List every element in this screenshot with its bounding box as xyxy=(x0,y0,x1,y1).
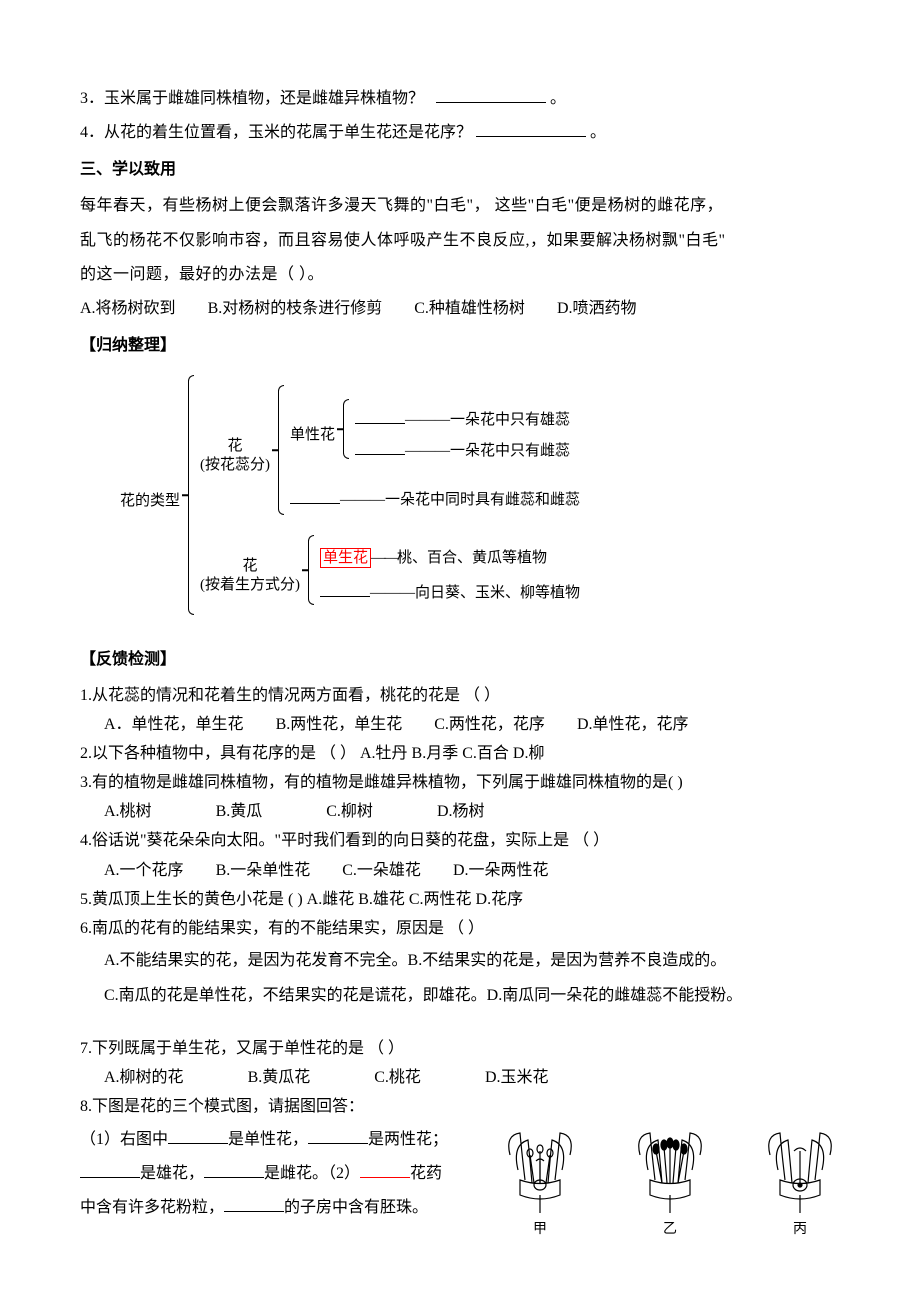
flower-bing-label: 丙 xyxy=(750,1217,850,1244)
q1-a[interactable]: A．单性花，单生花 xyxy=(104,711,244,738)
tree-root-label: 花的类型 xyxy=(120,487,184,516)
feedback-q1-opts: A．单性花，单生花 B.两性花，单生花 C.两性花，花序 D.单性花，花序 xyxy=(80,711,840,738)
q8-line3: 中含有许多花粉粒，的子房中含有胚珠。 xyxy=(80,1193,520,1223)
group2-sub-b: (按着生方式分) xyxy=(200,576,300,596)
q1-c[interactable]: C.两性花，花序 xyxy=(434,711,545,738)
section-3-heading: 三、学以致用 xyxy=(80,155,840,185)
q8-blank-6[interactable] xyxy=(224,1195,284,1212)
summary-heading: 【归纳整理】 xyxy=(80,331,840,361)
unisexual-leaf-1: ———一朵花中只有雄蕊 xyxy=(355,405,570,436)
q8-line1: （1）右图中是单性花，是两性花； xyxy=(80,1125,520,1155)
q7-d[interactable]: D.玉米花 xyxy=(485,1064,549,1091)
section-3-options: A.将杨树砍到 B.对杨树的枝条进行修剪 C.种植雄性杨树 D.喷洒药物 xyxy=(80,294,840,324)
s3-opt-b[interactable]: B.对杨树的枝条进行修剪 xyxy=(208,294,383,324)
question-3: 3．玉米属于雌雄同株植物，还是雌雄异株植物？ 。 xyxy=(80,84,840,114)
group-by-stamen: 花 (按花蕊分) xyxy=(200,437,274,476)
solitary-label: 单生花 xyxy=(320,548,371,568)
flower-yi: 乙 xyxy=(620,1125,720,1244)
q3-c[interactable]: C.柳树 xyxy=(326,798,373,825)
section-3-p2: 乱飞的杨花不仅影响市容，而且容易使人体呼吸产生不良反应,，如果要解决杨树飘"白毛… xyxy=(80,226,840,256)
feedback-heading: 【反馈检测】 xyxy=(80,645,840,675)
inflorescence-leaf: ———向日葵、玉米、柳等植物 xyxy=(320,578,580,609)
worksheet-page: 3．玉米属于雌雄同株植物，还是雌雄异株植物？ 。 4．从花的着生位置看，玉米的花… xyxy=(0,0,920,1268)
section-3-p1: 每年春天，有些杨树上便会飘落许多漫天飞舞的"白毛"， 这些"白毛"便是杨树的雌花… xyxy=(80,191,840,221)
q8-blank-5[interactable] xyxy=(360,1161,410,1178)
s3-opt-c[interactable]: C.种植雄性杨树 xyxy=(414,294,525,324)
leaf1-blank[interactable] xyxy=(355,411,405,424)
feedback-q4-opts: A.一个花序 B.一朵单性花 C.一朵雄花 D.一朵两性花 xyxy=(80,857,840,884)
q8-blank-4[interactable] xyxy=(204,1161,264,1178)
leaf2-blank[interactable] xyxy=(355,442,405,455)
q8-line2: 是雄花，是雌花。（2）花药 xyxy=(80,1159,520,1189)
flower-yi-svg xyxy=(620,1125,720,1215)
q3-a[interactable]: A.桃树 xyxy=(104,798,152,825)
section-3-p3: 的这一问题，最好的办法是（ ）。 xyxy=(80,260,840,290)
unisexual-leaf-2: ———一朵花中只有雌蕊 xyxy=(355,436,570,467)
q8-blank-1[interactable] xyxy=(168,1127,228,1144)
feedback-q6a: A.不能结果实的花，是因为花发育不完全。B.不结果实的花是，是因为营养不良造成的… xyxy=(80,946,840,976)
feedback-q3: 3.有的植物是雌雄同株植物，有的植物是雌雄异株植物，下列属于雌雄同株植物的是( … xyxy=(80,769,840,796)
feedback-q7-opts: A.柳树的花 B.黄瓜花 C.桃花 D.玉米花 xyxy=(80,1064,840,1091)
q4-b[interactable]: B.一朵单性花 xyxy=(216,857,311,884)
q4-c[interactable]: C.一朵雄花 xyxy=(342,857,421,884)
s3-opt-d[interactable]: D.喷洒药物 xyxy=(557,294,637,324)
question-4: 4．从花的着生位置看，玉米的花属于单生花还是花序？ 。 xyxy=(80,118,840,148)
q7-c[interactable]: C.桃花 xyxy=(374,1064,421,1091)
q1-d[interactable]: D.单性花，花序 xyxy=(577,711,689,738)
group1-sub-a: (按花蕊分) xyxy=(200,456,270,476)
flower-jia: 甲 xyxy=(490,1125,590,1244)
q4-tail: 。 xyxy=(590,124,606,141)
q3-text: 3．玉米属于雌雄同株植物，还是雌雄异株植物？ xyxy=(80,90,424,107)
q4-a[interactable]: A.一个花序 xyxy=(104,857,184,884)
q3-blank[interactable] xyxy=(436,86,546,103)
q8-wrap: （1）右图中是单性花，是两性花； 是雄花，是雌花。（2）花药 中含有许多花粉粒，… xyxy=(80,1125,840,1224)
feedback-q3-opts: A.桃树 B.黄瓜 C.柳树 D.杨树 xyxy=(80,798,840,825)
q3-d[interactable]: D.杨树 xyxy=(437,798,485,825)
flower-bing-svg xyxy=(750,1125,850,1215)
flower-bing: 丙 xyxy=(750,1125,850,1244)
q4-text: 4．从花的着生位置看，玉米的花属于单生花还是花序？ xyxy=(80,124,472,141)
feedback-q7: 7.下列既属于单生花，又属于单性花的是 （ ） xyxy=(80,1035,840,1062)
group1-top: 花 xyxy=(200,437,270,457)
feedback-q1: 1.从花蕊的情况和花着生的情况两方面看，桃花的花是 （ ） xyxy=(80,682,840,709)
s3-opt-a[interactable]: A.将杨树砍到 xyxy=(80,294,176,324)
leaf3-blank[interactable] xyxy=(290,491,340,504)
flower-type-tree: 花的类型 花 (按花蕊分) xyxy=(120,375,840,627)
flower-figure: 甲 xyxy=(490,1125,850,1244)
solitary-leaf: 单生花——桃、百合、黄瓜等植物 xyxy=(320,543,580,574)
feedback-q2: 2.以下各种植物中，具有花序的是 （ ） A.牡丹 B.月季 C.百合 D.柳 xyxy=(80,740,840,767)
feedback-q5: 5.黄瓜顶上生长的黄色小花是 ( ) A.雌花 B.雄花 C.两性花 D.花序 xyxy=(80,886,840,913)
feedback-q4: 4.俗话说"葵花朵朵向太阳。"平时我们看到的向日葵的花盘，实际上是 （ ） xyxy=(80,827,840,854)
feedback-q6: 6.南瓜的花有的能结果实，有的不能结果实，原因是 （ ） xyxy=(80,915,840,942)
q4-blank[interactable] xyxy=(476,120,586,137)
group2-top: 花 xyxy=(200,557,300,577)
q8-blank-3[interactable] xyxy=(80,1161,140,1178)
unisexual-label: 单性花 xyxy=(290,421,339,450)
flower-jia-label: 甲 xyxy=(490,1217,590,1244)
q8-blank-2[interactable] xyxy=(308,1127,368,1144)
q1-b[interactable]: B.两性花，单生花 xyxy=(276,711,403,738)
bisexual-leaf: ———一朵花中同时具有雌蕊和雌蕊 xyxy=(290,485,580,516)
leaf5-blank[interactable] xyxy=(320,584,370,597)
q3-b[interactable]: B.黄瓜 xyxy=(216,798,263,825)
q7-b[interactable]: B.黄瓜花 xyxy=(248,1064,311,1091)
q3-tail: 。 xyxy=(550,90,566,107)
flower-jia-svg xyxy=(490,1125,590,1215)
flower-yi-label: 乙 xyxy=(620,1217,720,1244)
q7-a[interactable]: A.柳树的花 xyxy=(104,1064,184,1091)
feedback-q6b: C.南瓜的花是单性花，不结果实的花是谎花，即雄花。D.南瓜同一朵花的雌雄蕊不能授… xyxy=(80,981,840,1011)
feedback-q8: 8.下图是花的三个模式图，请据图回答： xyxy=(80,1093,840,1120)
q4-d[interactable]: D.一朵两性花 xyxy=(453,857,549,884)
group-by-position: 花 (按着生方式分) xyxy=(200,557,304,596)
